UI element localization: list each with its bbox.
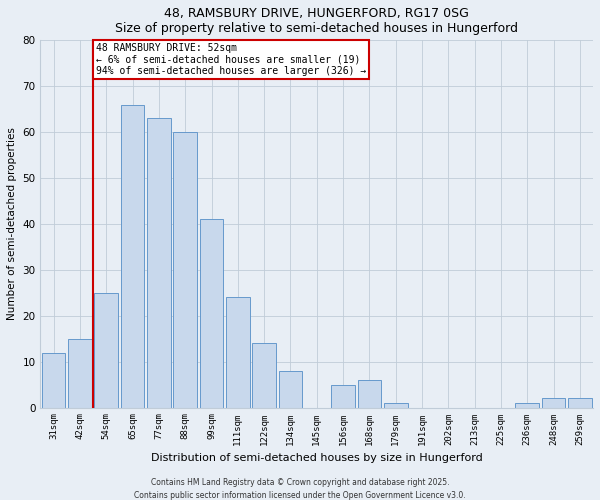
Bar [515,403,539,407]
Bar [42,352,65,408]
Title: 48, RAMSBURY DRIVE, HUNGERFORD, RG17 0SG
Size of property relative to semi-detac: 48, RAMSBURY DRIVE, HUNGERFORD, RG17 0SG… [115,7,518,35]
Bar [568,398,592,407]
X-axis label: Distribution of semi-detached houses by size in Hungerford: Distribution of semi-detached houses by … [151,453,482,463]
Bar [121,104,145,408]
Y-axis label: Number of semi-detached properties: Number of semi-detached properties [7,128,17,320]
Bar [94,293,118,408]
Bar [358,380,381,407]
Bar [253,344,276,407]
Bar [384,403,407,407]
Bar [542,398,565,407]
Bar [147,118,171,408]
Text: 48 RAMSBURY DRIVE: 52sqm
← 6% of semi-detached houses are smaller (19)
94% of se: 48 RAMSBURY DRIVE: 52sqm ← 6% of semi-de… [96,42,366,76]
Bar [200,220,223,408]
Text: Contains HM Land Registry data © Crown copyright and database right 2025.
Contai: Contains HM Land Registry data © Crown c… [134,478,466,500]
Bar [68,338,92,407]
Bar [173,132,197,407]
Bar [331,384,355,407]
Bar [226,298,250,408]
Bar [278,371,302,408]
